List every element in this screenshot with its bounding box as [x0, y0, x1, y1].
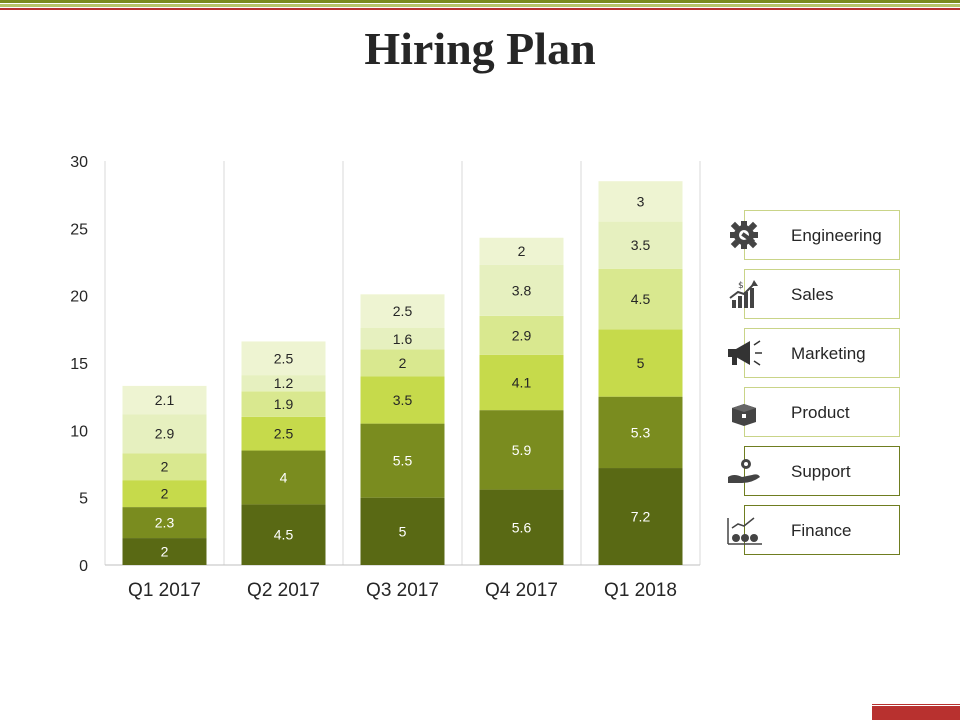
- bar-segment: [122, 538, 207, 565]
- bar-segment: [479, 354, 564, 411]
- money-bags-chart-icon: [727, 517, 762, 545]
- megaphone-icon: [728, 340, 762, 366]
- data-label: 5: [399, 523, 407, 539]
- bar-segment: [598, 396, 683, 469]
- bar-segment: [360, 349, 445, 377]
- data-label: 5.5: [393, 453, 413, 469]
- bar-segment: [360, 376, 445, 424]
- top-accent-bar-red: [0, 8, 960, 10]
- bottom-right-accent-line: [872, 704, 960, 705]
- legend-item-sales: Sales: [744, 269, 900, 319]
- x-tick-label: Q1 2017: [128, 580, 201, 601]
- data-label: 2: [399, 355, 407, 371]
- bar-segment: [122, 385, 207, 415]
- legend-label-sales: Sales: [791, 285, 834, 304]
- bar-segment: [479, 264, 564, 316]
- data-label: 1.2: [274, 375, 294, 391]
- top-accent-bar-light: [0, 4, 960, 7]
- bar-segment: [479, 315, 564, 355]
- y-tick-label: 25: [70, 221, 88, 238]
- x-tick-label: Q4 2017: [485, 580, 558, 601]
- bar-segment: [122, 414, 207, 454]
- growth-chart-icon: $: [729, 280, 758, 308]
- data-label: 5.6: [512, 519, 532, 535]
- data-label: 3.8: [512, 282, 532, 298]
- bottom-right-accent-block: [872, 706, 960, 720]
- data-label: 2.3: [155, 515, 175, 531]
- bar-segment: [241, 341, 326, 376]
- legend-item-marketing: Marketing: [744, 328, 900, 378]
- bar-segment: [598, 221, 683, 269]
- legend-label-support: Support: [791, 462, 851, 481]
- data-label: 2.5: [393, 303, 413, 319]
- bar-segment: [122, 507, 207, 539]
- data-label: 2.5: [274, 426, 294, 442]
- legend-label-finance: Finance: [791, 521, 852, 540]
- data-label: 2.1: [155, 392, 175, 408]
- data-label: 2: [518, 243, 526, 259]
- data-label: 5.9: [512, 442, 532, 458]
- legend-item-support: Support: [744, 446, 900, 496]
- data-label: 2: [161, 459, 169, 475]
- data-label: 5.3: [631, 424, 651, 440]
- page-title: Hiring Plan: [364, 23, 596, 74]
- y-tick-label: 10: [70, 423, 88, 440]
- hand-gear-icon: [728, 459, 760, 483]
- data-label: 3.5: [393, 392, 413, 408]
- data-label: 1.6: [393, 331, 413, 347]
- bar-segment: [479, 489, 564, 565]
- data-label: 7.2: [631, 509, 651, 525]
- top-accent-bar: [0, 0, 960, 3]
- bar-segment: [241, 504, 326, 565]
- data-label: 4: [280, 469, 288, 485]
- data-label: 4.5: [631, 291, 651, 307]
- bar-segment: [598, 329, 683, 397]
- legend-item-engineering: Engineering: [744, 210, 900, 260]
- bar-segment: [122, 453, 207, 481]
- bar-segment: [241, 416, 326, 451]
- gear-wrench-icon: [730, 221, 758, 249]
- x-tick-label: Q2 2017: [247, 580, 320, 601]
- bar-segment: [241, 375, 326, 392]
- data-label: 2.5: [274, 350, 294, 366]
- bar-segment: [360, 294, 445, 328]
- box-icon: [732, 404, 756, 426]
- bar-segment: [360, 327, 445, 350]
- y-tick-label: 0: [79, 558, 88, 575]
- data-label: 3.5: [631, 237, 651, 253]
- bar-segment: [360, 423, 445, 498]
- x-tick-label: Q1 2018: [604, 580, 677, 601]
- data-label: 2: [161, 544, 169, 560]
- bar-segment: [598, 468, 683, 565]
- bar-segment: [598, 181, 683, 222]
- data-label: 5: [637, 355, 645, 371]
- bar-segment: [360, 497, 445, 565]
- data-label: 2: [161, 486, 169, 502]
- legend-item-product: Product: [744, 387, 900, 437]
- y-tick-label: 15: [70, 356, 88, 373]
- y-tick-label: 20: [70, 289, 88, 306]
- bar-segment: [122, 480, 207, 508]
- y-tick-label: 5: [79, 491, 88, 508]
- data-label: 4.1: [512, 375, 532, 391]
- legend-label-marketing: Marketing: [791, 344, 866, 363]
- bar-segment: [241, 450, 326, 505]
- legend-item-finance: Finance: [744, 505, 900, 555]
- data-label: 2.9: [512, 327, 532, 343]
- data-label: 3: [637, 193, 645, 209]
- y-tick-label: 30: [70, 154, 88, 171]
- bar-segment: [241, 391, 326, 417]
- bar-segment: [479, 237, 564, 265]
- x-tick-label: Q3 2017: [366, 580, 439, 601]
- data-label: 2.9: [155, 426, 175, 442]
- legend-label-engineering: Engineering: [791, 226, 882, 245]
- legend-label-product: Product: [791, 403, 850, 422]
- svg-text:$: $: [738, 281, 744, 291]
- data-label: 4.5: [274, 527, 294, 543]
- bar-segment: [479, 410, 564, 490]
- bar-segment: [598, 268, 683, 330]
- data-label: 1.9: [274, 396, 294, 412]
